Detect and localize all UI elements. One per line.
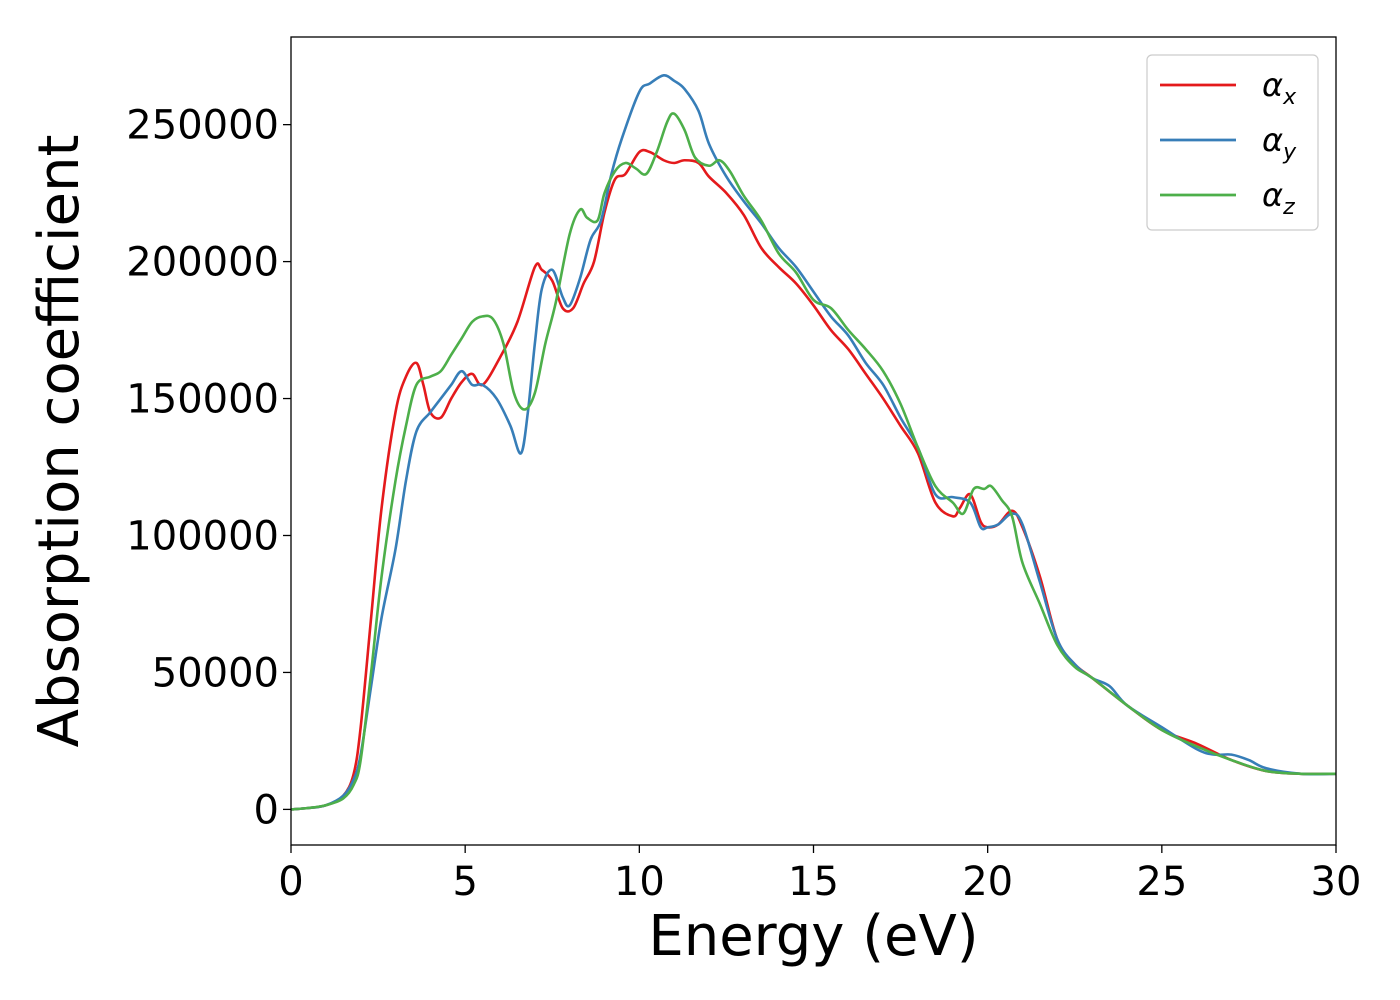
y-tick-label: 0 [254,787,279,833]
x-tick-label: 5 [452,859,477,905]
series-line-y [290,74,1337,811]
legend: αx αy αz [1146,54,1319,231]
y-tick-label: 100000 [126,513,279,559]
series-line-x [290,148,1337,811]
x-axis-ticks: 0 5 10 15 20 25 30 [278,845,1361,905]
x-tick-label: 25 [1136,859,1187,905]
x-tick-label: 0 [278,859,303,905]
y-tick-label: 200000 [126,240,279,286]
y-axis-ticks: 0 50000 100000 150000 200000 250000 [126,103,291,833]
y-tick-label: 50000 [152,650,279,696]
plot-frame [290,36,1337,846]
legend-box [1146,54,1319,231]
legend-label-x: αx [1262,66,1297,110]
x-tick-label: 10 [614,859,665,905]
x-axis-title: Energy (eV) [648,904,978,969]
y-axis-title: Absorption coefficient [27,135,92,748]
x-tick-label: 30 [1311,859,1362,905]
x-tick-label: 15 [788,859,839,905]
series-line-z [290,112,1337,811]
y-tick-label: 250000 [126,103,279,149]
series-layer [290,74,1337,811]
legend-label-z: αz [1262,176,1295,220]
legend-label-y: αy [1262,121,1297,165]
y-tick-label: 150000 [126,377,279,423]
x-tick-label: 20 [962,859,1013,905]
